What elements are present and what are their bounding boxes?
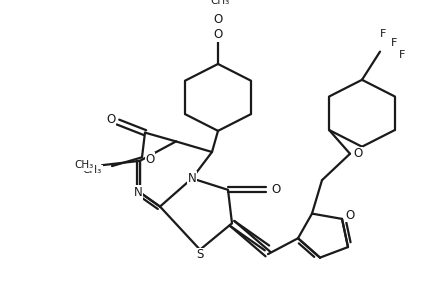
Text: O: O bbox=[353, 147, 363, 160]
Text: O: O bbox=[106, 113, 115, 126]
Text: O: O bbox=[214, 28, 223, 42]
Text: S: S bbox=[196, 248, 204, 262]
Text: O: O bbox=[214, 13, 223, 26]
Text: CH₃: CH₃ bbox=[83, 165, 102, 176]
Text: N: N bbox=[187, 172, 196, 185]
Text: F: F bbox=[399, 50, 405, 60]
Text: O: O bbox=[345, 209, 355, 222]
Text: O: O bbox=[145, 152, 155, 166]
Text: F: F bbox=[380, 29, 386, 39]
Text: CH₃: CH₃ bbox=[210, 0, 230, 6]
Text: CH₃: CH₃ bbox=[75, 160, 94, 170]
Text: N: N bbox=[134, 186, 142, 199]
Text: O: O bbox=[271, 183, 281, 196]
Text: F: F bbox=[391, 38, 397, 48]
